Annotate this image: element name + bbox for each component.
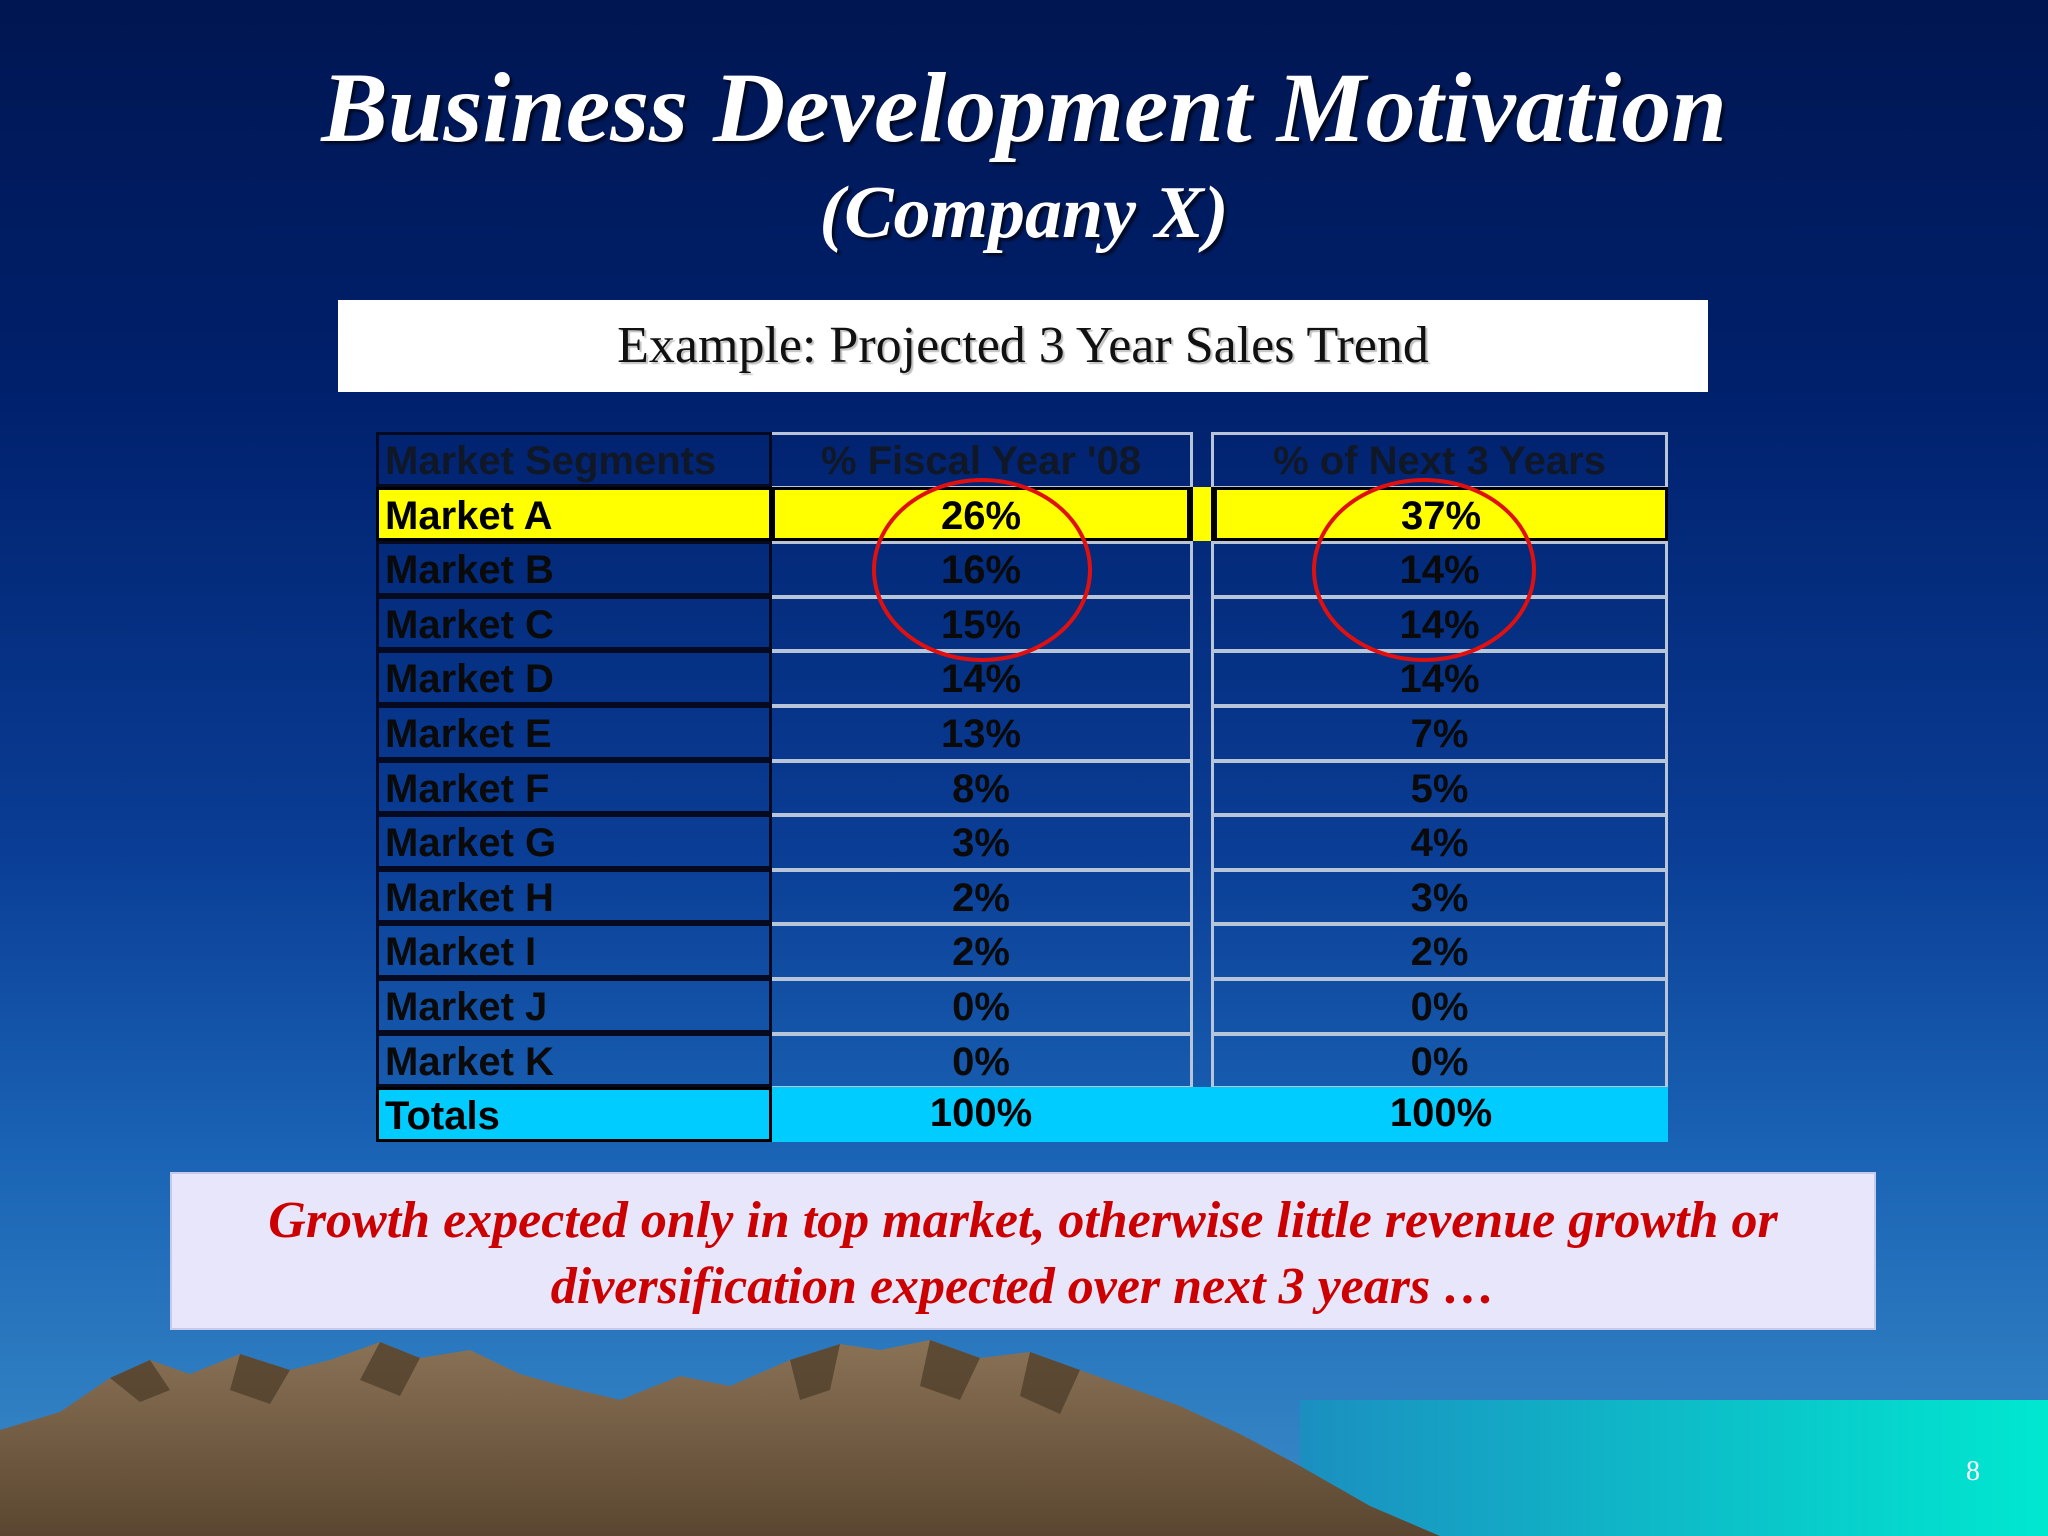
- table-row: Market J 0% 0%: [376, 977, 1668, 1033]
- next3-cell: 0%: [1214, 977, 1668, 1033]
- segment-cell: Market G: [376, 814, 772, 869]
- header-market-segments: Market Segments: [376, 432, 772, 487]
- column-divider: [1190, 704, 1214, 760]
- table-row: Market K 0% 0%: [376, 1032, 1668, 1088]
- column-divider: [1190, 1032, 1214, 1088]
- column-divider: [1190, 759, 1214, 815]
- highlight-circle-fy08: [872, 478, 1092, 662]
- table-row: Market E 13% 7%: [376, 704, 1668, 760]
- table-row: Market H 2% 3%: [376, 868, 1668, 924]
- segment-cell: Market B: [376, 541, 772, 596]
- conclusion-line-2: diversification expected over next 3 yea…: [550, 1258, 1496, 1315]
- mountain-landscape-image: [0, 1340, 2048, 1536]
- segment-cell: Market C: [376, 595, 772, 651]
- next3-cell: 0%: [1214, 1032, 1668, 1088]
- example-label: Example: Projected 3 Year Sales Trend: [338, 300, 1708, 392]
- highlight-circle-next3: [1312, 478, 1536, 662]
- table-row: Market G 3% 4%: [376, 814, 1668, 869]
- segment-cell: Market A: [376, 486, 772, 542]
- column-divider: [1190, 432, 1214, 487]
- fy08-cell: 2%: [772, 868, 1190, 924]
- fy08-cell: 2%: [772, 923, 1190, 978]
- segment-cell: Market I: [376, 923, 772, 978]
- column-divider: [1190, 923, 1214, 978]
- header-fiscal-year: % Fiscal Year '08: [772, 432, 1190, 487]
- sales-trend-table: Market Segments % Fiscal Year '08 % of N…: [376, 432, 1668, 1142]
- next3-cell: 3%: [1214, 868, 1668, 924]
- totals-fy08: 100%: [772, 1087, 1190, 1142]
- totals-label: Totals: [376, 1087, 772, 1142]
- next3-cell: 7%: [1214, 704, 1668, 760]
- table-header-row: Market Segments % Fiscal Year '08 % of N…: [376, 432, 1668, 487]
- column-divider: [1190, 814, 1214, 869]
- conclusion-callout: Growth expected only in top market, othe…: [170, 1172, 1876, 1330]
- conclusion-line-1: Growth expected only in top market, othe…: [268, 1192, 1778, 1249]
- header-next-3-years: % of Next 3 Years: [1214, 432, 1668, 487]
- column-divider: [1190, 595, 1214, 651]
- totals-next3: 100%: [1214, 1087, 1668, 1142]
- fy08-cell: 3%: [772, 814, 1190, 869]
- next3-cell: 4%: [1214, 814, 1668, 869]
- table-row: Market D 14% 14%: [376, 650, 1668, 705]
- segment-cell: Market H: [376, 868, 772, 924]
- segment-cell: Market D: [376, 650, 772, 705]
- table-totals-row: Totals 100% 100%: [376, 1087, 1668, 1142]
- column-divider: [1190, 868, 1214, 924]
- column-divider: [1190, 977, 1214, 1033]
- column-divider: [1190, 650, 1214, 705]
- column-divider: [1190, 541, 1214, 596]
- segment-cell: Market F: [376, 759, 772, 815]
- table-row: Market I 2% 2%: [376, 923, 1668, 978]
- slide-title: Business Development Motivation: [321, 52, 1727, 163]
- page-number: 8: [1966, 1456, 1980, 1487]
- slide-subtitle: (Company X): [819, 172, 1229, 254]
- next3-cell: 2%: [1214, 923, 1668, 978]
- segment-cell: Market K: [376, 1032, 772, 1088]
- segment-cell: Market E: [376, 704, 772, 760]
- table-row: Market F 8% 5%: [376, 759, 1668, 815]
- fy08-cell: 8%: [772, 759, 1190, 815]
- fy08-cell: 0%: [772, 1032, 1190, 1088]
- segment-cell: Market J: [376, 977, 772, 1033]
- column-divider: [1190, 1087, 1214, 1142]
- fy08-cell: 0%: [772, 977, 1190, 1033]
- column-divider: [1190, 486, 1214, 542]
- next3-cell: 5%: [1214, 759, 1668, 815]
- fy08-cell: 13%: [772, 704, 1190, 760]
